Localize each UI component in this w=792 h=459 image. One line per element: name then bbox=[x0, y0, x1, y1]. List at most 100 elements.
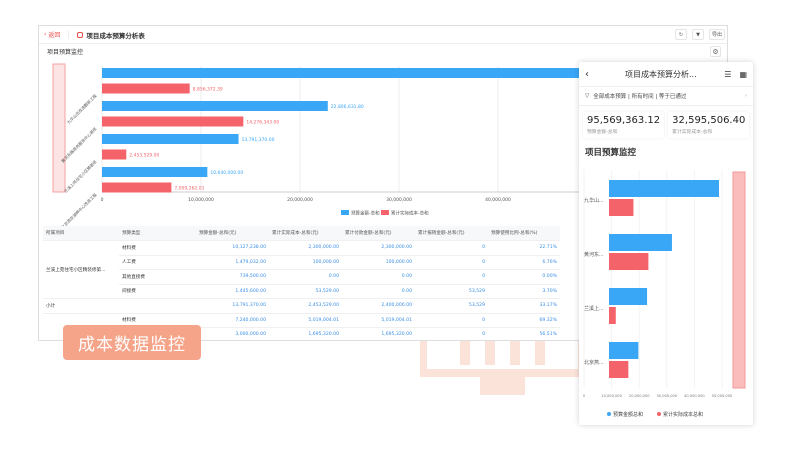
table-row: 兰溪上苑住宅小区精装修第... 材料费 10,127,238.00 2,300,000… bbox=[43, 240, 560, 299]
cell: 6.76% bbox=[488, 255, 560, 270]
cell: 69.32% bbox=[488, 313, 560, 328]
cell: 0 bbox=[415, 327, 488, 340]
cell: 10,127,238.00 bbox=[196, 240, 269, 256]
table-row: 人工费 1,479,032.00 100,000.00 100,000.00 0 6.76… bbox=[43, 255, 560, 270]
bar-label: 13,791,370.00 bbox=[242, 137, 275, 143]
report-icon bbox=[77, 31, 84, 38]
chevron-right-icon: › bbox=[744, 93, 747, 99]
bar-cost bbox=[609, 199, 634, 216]
bar-label: 22,806,631.80 bbox=[331, 104, 364, 110]
bar-budget bbox=[102, 167, 208, 177]
cell: 兰溪上苑住宅小区精装修第... bbox=[43, 240, 119, 299]
x-tick-label: 50,000,000 bbox=[712, 394, 733, 398]
x-tick-label: 10,000,000 bbox=[188, 197, 214, 203]
legend-label: 预算金额-总和 bbox=[351, 210, 380, 217]
legend-label: 累计实际成本总和 bbox=[663, 411, 703, 418]
back-button[interactable]: ‹ 返回 bbox=[44, 30, 70, 39]
cell: 2,400,000.00 bbox=[342, 298, 415, 314]
cell: 1,445,600.00 bbox=[196, 284, 269, 299]
x-tick-label: 40,000,000 bbox=[684, 394, 705, 398]
cell: 1,695,320.00 bbox=[269, 327, 342, 340]
filter-text: 全部成本预算 | 所有时间 | 等于已通过 bbox=[593, 94, 687, 100]
zoom-slider bbox=[52, 63, 66, 193]
section-title: 项目预算监控 bbox=[47, 49, 84, 56]
category-label: 兰溪上... bbox=[584, 305, 604, 312]
legend-label: 累计实际成本-总和 bbox=[391, 210, 429, 217]
x-tick-label: 30,000,000 bbox=[657, 394, 678, 398]
table-icon[interactable]: ▦ bbox=[739, 69, 747, 79]
filter-bar[interactable]: ▽ 全部成本预算 | 所有时间 | 等于已通过 › bbox=[579, 86, 753, 106]
chevron-left-icon: ‹ bbox=[44, 31, 47, 38]
cell: 53,529.00 bbox=[269, 284, 342, 299]
bar-label: 14,276,343.00 bbox=[246, 120, 279, 126]
cell: 53,529 bbox=[415, 298, 488, 314]
category-label: 北京燕... bbox=[584, 359, 604, 366]
back-label: 返回 bbox=[48, 32, 61, 39]
cell: 0.00 bbox=[342, 269, 415, 285]
kpi-card-budget: 95,569,363.12 预算金额-总和 bbox=[583, 112, 664, 138]
cell: 0 bbox=[415, 313, 488, 328]
cell: 其他直接费 bbox=[119, 269, 196, 285]
x-tick-label: 20,000,000 bbox=[629, 394, 650, 398]
bar-label: 7,009,262.01 bbox=[174, 186, 204, 192]
col-header: 所属项目 bbox=[43, 226, 119, 241]
cell: 3,000,000.00 bbox=[196, 327, 269, 340]
cell: 56.51% bbox=[488, 327, 560, 340]
bar-budget bbox=[609, 342, 639, 359]
cell: 1,479,032.00 bbox=[196, 255, 269, 270]
filter-icon: ▽ bbox=[585, 93, 590, 99]
cell: 22.71% bbox=[488, 240, 560, 256]
kpi-label: 累计实际成本-总和 bbox=[672, 130, 713, 135]
cell: 0.00 bbox=[269, 269, 342, 285]
col-header: 预算类型 bbox=[119, 226, 196, 241]
settings-button[interactable]: ⚙ bbox=[710, 46, 721, 57]
bar-cost bbox=[102, 149, 127, 160]
bar-budget bbox=[609, 180, 719, 197]
cell: 3.70% bbox=[488, 284, 560, 299]
legend-dot bbox=[657, 412, 661, 416]
kpi-label: 预算金额-总和 bbox=[587, 130, 618, 135]
cell: 7,240,000.00 bbox=[196, 313, 269, 328]
table-row: 小计 13,791,370.00 2,453,529.00 2,400,000.00 5… bbox=[43, 298, 560, 314]
category-label: 兰溪上苑住宅小区精装修 bbox=[62, 158, 97, 193]
cell: 0 bbox=[415, 255, 488, 270]
page-title: 项目成本预算分析表 bbox=[86, 31, 145, 40]
cell: 100,000.00 bbox=[342, 255, 415, 270]
refresh-button[interactable]: ↻ bbox=[675, 29, 687, 40]
main-window: ‹ 返回 项目成本预算分析表 ↻ ▼ 导出 项目预算监控 ⚙ 0 10,000,00… bbox=[38, 25, 728, 341]
cell: 材料费 bbox=[119, 240, 196, 256]
cell: 739,500.00 bbox=[196, 269, 269, 285]
cell: 2,453,529.00 bbox=[269, 298, 342, 314]
mobile-bar-chart: 0 10,000,000 20,000,000 30,000,000 40,000,00… bbox=[583, 170, 746, 418]
col-header: 预算金额-总和(元) bbox=[196, 226, 269, 241]
cell: 2,300,000.00 bbox=[269, 240, 342, 256]
legend-swatch bbox=[341, 210, 349, 215]
x-tick-label: 40,000,000 bbox=[485, 197, 511, 203]
x-tick-label: 30,000,000 bbox=[386, 197, 412, 203]
cell: 13,791,370.00 bbox=[196, 298, 269, 314]
back-icon[interactable]: ‹ bbox=[585, 68, 589, 80]
legend-label: 预算金额总和 bbox=[613, 411, 643, 418]
table-header: 所属项目 预算类型 预算金额-总和(元) 累计实际成本-总和(元) 累计付款金额… bbox=[43, 226, 560, 241]
watermark-banner: 成本数据监控 bbox=[63, 325, 201, 360]
bar-cost bbox=[609, 253, 649, 270]
export-button[interactable]: 导出 bbox=[709, 29, 725, 40]
kpi-card-cost: 32,595,506.40 累计实际成本-总和 bbox=[668, 112, 749, 138]
mobile-title: 项目成本预算分析... bbox=[625, 69, 697, 79]
table-row: 其他直接费 739,500.00 0.00 0.00 0 0.00% bbox=[43, 269, 560, 285]
cell: 小计 bbox=[43, 298, 196, 314]
filter-icon: ▼ bbox=[696, 31, 700, 38]
filter-button[interactable]: ▼ bbox=[692, 29, 704, 40]
bar-budget bbox=[609, 288, 648, 305]
category-label: 九华山... bbox=[584, 197, 604, 204]
bar-cost bbox=[609, 307, 616, 324]
cell: 1,695,320.00 bbox=[342, 327, 415, 340]
cell: 0 bbox=[415, 269, 488, 285]
cell: 53,529 bbox=[415, 284, 488, 299]
cell: 33.17% bbox=[488, 298, 560, 314]
bar-budget bbox=[102, 134, 239, 144]
category-label: 黄河东... bbox=[584, 251, 604, 258]
bar-cost bbox=[102, 116, 244, 127]
list-icon[interactable]: ☰ bbox=[724, 69, 732, 79]
mobile-preview: ‹ 项目成本预算分析... ☰ ▦ ▽ 全部成本预算 | 所有时间 | 等于已通过 › 9… bbox=[579, 62, 753, 425]
